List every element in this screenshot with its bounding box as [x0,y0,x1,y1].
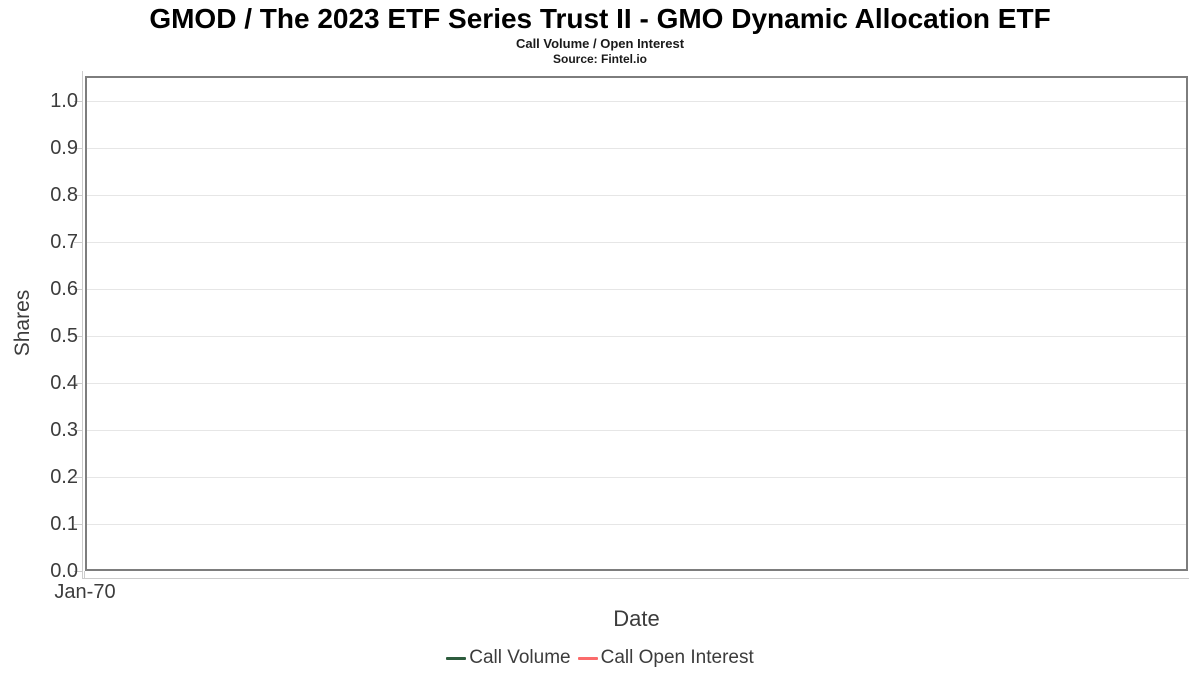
y-axis-tick-mark [74,383,82,384]
y-axis-tick-mark [74,148,82,149]
x-axis-tick-mark [84,571,85,578]
chart-subtitle: Call Volume / Open Interest [515,36,685,51]
y-axis-tick-mark [74,524,82,525]
gridline [87,336,1186,337]
x-axis-label: Date [613,606,660,631]
y-tick-label: 0.9 [50,137,78,159]
y-tick-label: 0.1 [50,513,78,535]
y-tick-label: 0.8 [50,184,78,206]
y-axis-tick-mark [74,571,82,572]
gridline [87,289,1186,290]
y-axis-tick-mark [74,477,82,478]
gridline [87,101,1186,102]
gridline [87,430,1186,431]
chart-source: Source: Fintel.io [552,52,647,66]
y-tick-label: 0.6 [50,278,78,300]
call-open-interest-line-swatch [577,656,598,660]
y-axis-tick-mark [74,195,82,196]
legend-item-call-open-interest[interactable]: Call Open Interest [577,646,754,670]
y-tick-label: 0.0 [50,560,78,582]
y-tick-label: 1.0 [50,90,78,112]
y-axis-tick-mark [74,289,82,290]
x-axis-line [82,578,1189,579]
legend: Call Volume Call Open Interest [0,646,1200,670]
y-tick-label: 0.7 [50,231,78,253]
call-volume-line-swatch [446,656,467,660]
y-axis-tick-mark [74,101,82,102]
y-tick-label: 0.5 [50,325,78,347]
y-axis-tick-mark [74,430,82,431]
y-axis-tick-mark [74,242,82,243]
y-tick-label: 0.4 [50,372,78,394]
gridline [87,242,1186,243]
y-tick-label: 0.3 [50,419,78,441]
gridline [87,477,1186,478]
y-axis-tick-mark [74,336,82,337]
y-axis-line [82,71,83,578]
gridline [87,195,1186,196]
legend-label-call-volume: Call Volume [469,647,571,668]
plot-area [85,76,1188,571]
gridline [87,383,1186,384]
chart-title: GMOD / The 2023 ETF Series Trust II - GM… [149,3,1051,34]
legend-item-call-volume[interactable]: Call Volume [446,646,571,670]
gridline [87,148,1186,149]
x-axis-tick-label: Jan-70 [54,581,116,603]
legend-label-call-open-interest: Call Open Interest [600,647,754,668]
gridline [87,524,1186,525]
y-tick-label: 0.2 [50,466,78,488]
